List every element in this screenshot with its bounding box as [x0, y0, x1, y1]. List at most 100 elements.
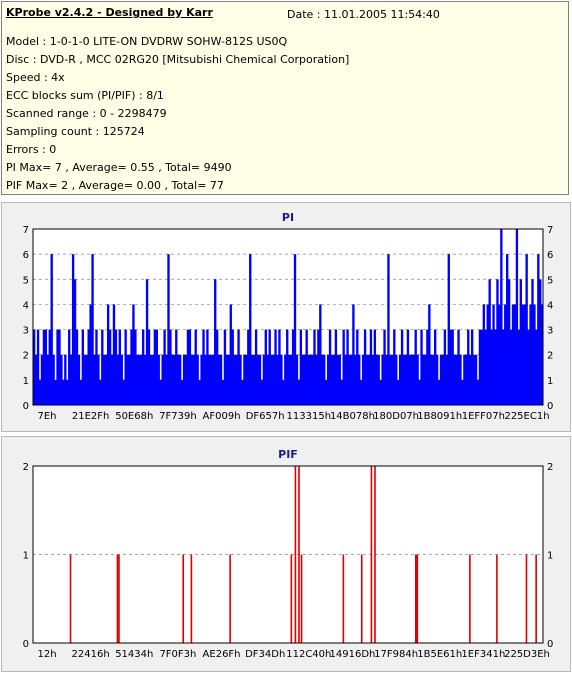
data-bar [132, 304, 135, 405]
data-bar [159, 379, 162, 405]
x-tick-label: 1EFF07h [462, 411, 505, 422]
data-bar [106, 304, 110, 405]
data-bar [260, 379, 264, 405]
data-bar [500, 229, 503, 405]
data-bar [289, 354, 293, 405]
data-bar [108, 329, 112, 405]
data-bar [430, 354, 433, 405]
data-bar [69, 354, 73, 405]
data-bar [175, 329, 178, 405]
data-bar [416, 354, 419, 405]
data-bar [36, 329, 40, 405]
data-bar [231, 329, 234, 405]
data-bar [112, 304, 116, 405]
data-bar [110, 354, 114, 405]
data-bar [527, 329, 530, 405]
data-bar [504, 304, 507, 405]
data-bar [461, 379, 464, 405]
data-bar [62, 379, 65, 405]
data-bar [81, 329, 85, 405]
data-bar [374, 466, 376, 643]
data-bar [490, 329, 493, 405]
data-bar [420, 329, 423, 405]
data-bar [56, 329, 59, 405]
data-bar [163, 329, 166, 405]
pi-summary-line: PI Max= 7 , Average= 0.55 , Total= 9490 [6, 161, 232, 174]
data-bar [118, 329, 121, 405]
data-bar [478, 329, 482, 405]
data-bar [506, 254, 509, 405]
x-tick-label: 12h [37, 649, 56, 660]
data-bar [134, 329, 137, 405]
data-bar [455, 354, 458, 405]
data-bar [33, 329, 36, 405]
data-bar [377, 354, 380, 405]
data-bar [373, 329, 376, 405]
data-bar [397, 379, 400, 405]
data-bar [535, 329, 538, 405]
data-bar [385, 354, 388, 405]
data-bar [332, 354, 336, 405]
data-bar [324, 379, 328, 405]
errors-line: Errors : 0 [6, 143, 57, 156]
y-tick-label: 6 [23, 250, 29, 261]
data-bar [437, 379, 441, 405]
y-tick-label: 4 [23, 300, 29, 311]
data-bar [531, 279, 534, 405]
x-tick-label: 1B5E61h [417, 649, 462, 660]
data-bar [122, 379, 125, 405]
pif-summary-line: PIF Max= 2 , Average= 0.00 , Total= 77 [6, 179, 224, 192]
data-bar [229, 304, 232, 405]
data-bar [130, 329, 133, 405]
data-bar [404, 354, 408, 405]
data-bar [360, 379, 363, 405]
data-bar [290, 554, 293, 643]
data-bar [519, 279, 522, 405]
data-bar [383, 329, 386, 405]
data-bar [433, 329, 437, 405]
x-tick-label: 180D07h [373, 411, 419, 422]
data-bar [451, 329, 454, 405]
data-bar [465, 354, 468, 405]
data-bar [46, 354, 49, 405]
y-tick-label: 1 [547, 551, 553, 562]
data-bar [200, 354, 203, 405]
data-bar [217, 354, 221, 405]
data-bar [155, 329, 158, 405]
x-tick-label: 7F0F3h [159, 649, 196, 660]
y-tick-label: 0 [23, 639, 29, 650]
x-tick-label: 113315h [287, 411, 332, 422]
data-bar [367, 354, 371, 405]
x-tick-label: AE26Fh [203, 649, 241, 660]
data-bar [305, 329, 308, 405]
data-bar [521, 304, 524, 405]
data-bar [342, 329, 345, 405]
x-tick-label: 21E2Fh [72, 411, 110, 422]
data-bar [379, 379, 382, 405]
data-bar [291, 329, 295, 405]
y-tick-label: 0 [547, 401, 553, 412]
data-bar [428, 304, 431, 405]
data-bar [258, 354, 262, 405]
chart-title: PI [282, 211, 294, 224]
y-tick-label: 7 [23, 225, 29, 236]
data-bar [278, 329, 281, 405]
data-bar [467, 329, 470, 405]
app-title: KProbe v2.4.2 - Designed by Karr [6, 6, 213, 19]
info-panel: KProbe v2.4.2 - Designed by Karr Date : … [1, 1, 569, 195]
data-bar [406, 329, 410, 405]
data-bar [120, 354, 123, 405]
data-bar [64, 354, 67, 405]
y-tick-label: 2 [547, 351, 553, 362]
data-bar [294, 466, 297, 643]
data-bar [365, 354, 369, 405]
data-bar [529, 304, 532, 405]
data-bar [116, 354, 120, 405]
data-bar [97, 354, 100, 405]
data-bar [142, 329, 145, 405]
data-bar [79, 379, 83, 405]
data-bar [441, 354, 445, 405]
data-bar [40, 354, 44, 405]
data-bar [400, 329, 404, 405]
data-bar [414, 329, 417, 405]
